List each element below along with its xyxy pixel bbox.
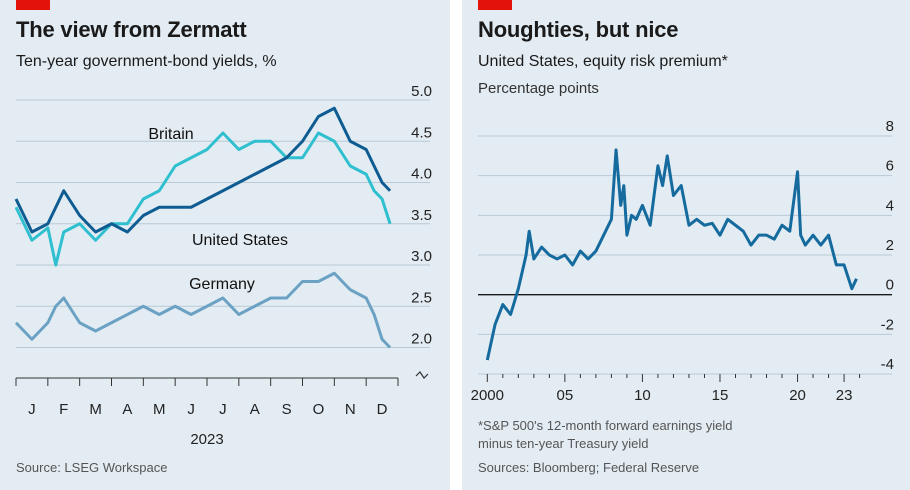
left-chart-plot: 2.0 2.5 3.0 3.5 4.0 4.5 5.0 J F M A M J J A S O N D 2023 Bri… [14,83,432,448]
x-tick-label-15: 15 [712,387,729,404]
x-tick-label-a: A [250,401,260,418]
y-tick-label: 2.0 [411,331,432,348]
x-tick-label-23: 23 [836,387,853,404]
x-tick-label-2000: 2000 [471,387,504,404]
axis-break-mark [415,371,429,379]
y-tick-label: 4 [886,197,894,214]
x-tick-label-n: N [345,401,356,418]
y-tick-label: 4.0 [411,166,432,183]
x-axis-label: 2023 [190,431,223,448]
right-chart-source: Sources: Bloomberg; Federal Reserve [478,460,700,475]
right-chart-panel: Noughties, but nice United States, equit… [462,0,910,490]
y-tick-label: 2 [886,237,894,254]
right-chart-footnote-2: minus ten-year Treasury yield [478,436,649,451]
right-chart-plot: -4 -2 0 2 4 6 8 2000 05 10 15 20 23 [471,118,894,404]
left-chart-title: The view from Zermatt [16,17,247,42]
series-line-germany [14,271,392,349]
x-tick-label-a: A [122,401,132,418]
x-tick-label-j: J [219,401,227,418]
x-tick-label-s: S [282,401,292,418]
right-chart-title: Noughties, but nice [478,17,679,42]
y-tick-label: 3.0 [411,248,432,265]
y-tick-label: 5.0 [411,83,432,100]
y-tick-label: -2 [881,316,894,333]
x-tick-label-m: M [89,401,102,418]
series-label-germany: Germany [189,276,255,293]
series-label-britain: Britain [148,126,193,143]
y-tick-label: 6 [886,158,894,175]
x-tick-label-j: J [187,401,195,418]
x-tick-label-m: M [153,401,166,418]
x-tick-label-j: J [28,401,36,418]
right-chart-unit: Percentage points [478,80,599,97]
y-tick-label: 0 [886,277,894,294]
y-tick-label: 4.5 [411,124,432,141]
red-tag-decoration [16,0,50,10]
y-tick-label: 3.5 [411,207,432,224]
left-chart-subtitle: Ten-year government-bond yields, % [16,53,277,70]
y-tick-label: 8 [886,118,894,135]
x-tick-label-f: F [59,401,68,418]
x-tick-label-o: O [313,401,325,418]
series-label-united-states: United States [192,232,288,249]
red-tag-decoration [478,0,512,10]
right-chart-subtitle: United States, equity risk premium* [478,53,728,70]
y-tick-label: 2.5 [411,289,432,306]
x-tick-label-05: 05 [557,387,574,404]
series-line-britain [14,131,392,267]
y-tick-label: -4 [881,356,894,373]
right-chart-footnote-1: *S&P 500's 12-month forward earnings yie… [478,418,733,433]
series-line-equity-risk-premium [485,148,858,361]
series-line-united-states [14,106,392,234]
left-chart-panel: The view from Zermatt Ten-year governmen… [0,0,450,490]
x-tick-label-20: 20 [789,387,806,404]
x-tick-label-10: 10 [634,387,651,404]
left-chart-source: Source: LSEG Workspace [16,460,168,475]
x-tick-label-d: D [377,401,388,418]
